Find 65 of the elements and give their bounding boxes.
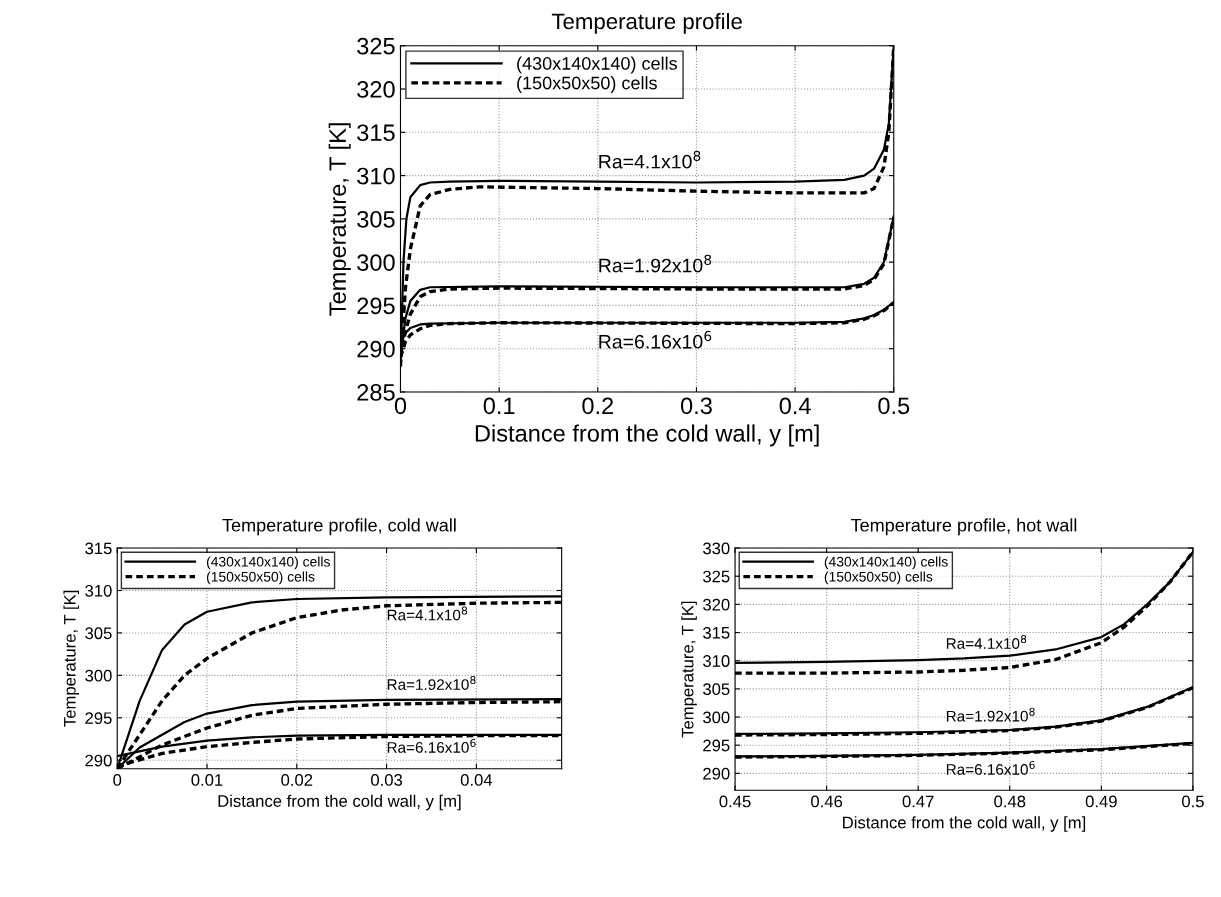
x-tick-label: 0.4 [779, 397, 811, 415]
y-tick-label: 300 [85, 669, 112, 682]
y-axis-title: Temperature, T [K] [63, 590, 79, 727]
y-tick-label: 295 [703, 739, 730, 752]
y-axis-title: Temperature, T [K] [681, 601, 697, 738]
x-tick-label: 0 [113, 774, 122, 786]
y-tick-label: 325 [703, 570, 730, 583]
x-axis-title: Distance from the cold wall, y [m] [475, 424, 819, 447]
annotation: Ra=4.1x10$^{8}$ [387, 606, 468, 621]
x-tick-label: 0.1 [483, 397, 515, 415]
legend-label: (430x140x140) cells [824, 556, 948, 570]
x-tick-label: 0.2 [582, 397, 614, 415]
y-tick-label: 290 [85, 754, 112, 767]
annotation: Ra=4.1x10$^{8}$ [946, 634, 1027, 649]
chart-title: Temperature profile, cold wall [222, 518, 456, 536]
x-tick-label: 0.03 [371, 774, 403, 786]
y-tick-label: 320 [703, 598, 730, 611]
chart-title: Temperature profile [551, 12, 742, 34]
x-tick-label: 0.01 [191, 774, 223, 786]
y-tick-label: 295 [85, 712, 112, 725]
chart-title: Temperature profile, hot wall [851, 518, 1077, 536]
x-tick-label: 0.5 [1181, 795, 1204, 808]
y-tick-label: 285 [357, 384, 395, 401]
annotation: Ra=6.16x10$^{6}$ [599, 330, 712, 349]
y-tick-label: 290 [357, 340, 395, 358]
x-tick-label: 0.47 [902, 795, 934, 808]
y-tick-label: 300 [703, 711, 730, 724]
annotation: Ra=1.92x10$^{8}$ [599, 254, 712, 273]
legend-label: (150x50x50) cells [824, 571, 933, 585]
y-tick-label: 295 [357, 297, 395, 315]
x-tick-label: 0.5 [878, 397, 910, 415]
y-tick-label: 300 [357, 254, 395, 271]
x-tick-label: 0.49 [1085, 795, 1117, 808]
x-tick-label: 0.02 [281, 774, 313, 786]
legend-label: (430x140x140) cells [517, 56, 677, 74]
x-tick-label: 0 [394, 397, 407, 415]
y-tick-label: 315 [703, 626, 730, 639]
y-tick-label: 305 [703, 683, 730, 696]
x-tick-label: 0.04 [460, 774, 493, 786]
y-tick-label: 290 [703, 767, 730, 780]
y-tick-label: 310 [85, 584, 112, 597]
y-tick-label: 330 [703, 542, 730, 555]
legend-label: (150x50x50) cells [206, 571, 315, 585]
annotation: Ra=1.92x10$^{8}$ [387, 676, 476, 690]
x-tick-label: 0.45 [719, 795, 751, 808]
x-tick-label: 0.48 [994, 795, 1026, 808]
annotation: Ra=6.16x10$^{6}$ [946, 760, 1035, 775]
legend-label: (150x50x50) cells [517, 76, 657, 93]
y-tick-label: 315 [85, 542, 112, 555]
annotation: Ra=6.16x10$^{6}$ [387, 738, 476, 753]
y-tick-label: 320 [357, 81, 395, 98]
y-tick-label: 325 [357, 37, 395, 55]
annotation: Ra=4.1x10$^{8}$ [599, 150, 701, 169]
legend-label: (430x140x140) cells [206, 556, 330, 570]
x-tick-label: 0.46 [811, 795, 843, 808]
y-axis-title: Temperature, T [K] [328, 123, 351, 316]
x-axis-title: Distance from the cold wall, y [m] [218, 794, 461, 811]
x-axis-title: Distance from the cold wall, y [m] [843, 816, 1086, 832]
y-tick-label: 305 [85, 627, 112, 640]
y-tick-label: 315 [357, 124, 395, 142]
annotation: Ra=1.92x10$^{8}$ [946, 707, 1035, 722]
y-tick-label: 310 [703, 655, 730, 667]
y-tick-label: 310 [357, 167, 395, 185]
y-tick-label: 305 [357, 210, 395, 228]
x-tick-label: 0.3 [680, 397, 712, 415]
